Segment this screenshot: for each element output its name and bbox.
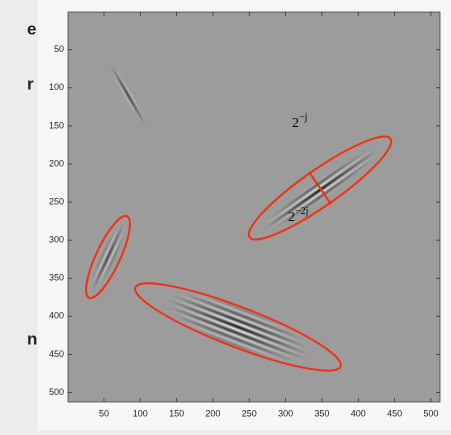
- annotation: 2−2j: [288, 206, 308, 225]
- annotation-exponent: −j: [299, 112, 307, 123]
- slide-text-fragment: r: [27, 74, 34, 93]
- highlight-ellipse: [134, 282, 342, 372]
- highlight-ellipse: [85, 214, 131, 300]
- y-tick-label: 350: [49, 273, 64, 283]
- y-tick-label: 100: [49, 82, 64, 92]
- x-tick-label: 400: [351, 408, 366, 418]
- x-tick-label: 100: [133, 408, 148, 418]
- y-tick-label: 50: [54, 44, 64, 54]
- y-tick-label: 500: [49, 387, 64, 397]
- annotation: 2−j: [292, 112, 307, 131]
- y-tick-label: 150: [49, 120, 64, 130]
- wavelets: [84, 62, 384, 375]
- x-tick-label: 500: [423, 408, 438, 418]
- wavelet: [84, 219, 132, 295]
- y-tick-label: 200: [49, 158, 64, 168]
- x-tick-label: 200: [205, 408, 220, 418]
- x-tick-label: 350: [314, 408, 329, 418]
- slide-text-fragment: n: [27, 329, 37, 348]
- x-tick-label: 300: [278, 408, 293, 418]
- wavelet: [256, 141, 384, 239]
- x-tick-label: 50: [99, 408, 109, 418]
- width-marker: [308, 171, 332, 205]
- wavelet: [160, 279, 316, 375]
- axes: 50 100 150 200 250 300 350 400 450 500 50 100 150 200…: [49, 12, 440, 418]
- slide-text: e r n: [27, 19, 37, 348]
- slide-text-fragment: e: [27, 19, 36, 38]
- highlights: [85, 135, 393, 372]
- y-tick-label: 400: [49, 311, 64, 321]
- x-tick-label: 450: [387, 408, 402, 418]
- y-tick-label: 250: [49, 196, 64, 206]
- x-tick-label: 150: [169, 408, 184, 418]
- x-tick-label: 250: [242, 408, 257, 418]
- wavelet: [106, 62, 150, 128]
- y-tick-label: 300: [49, 235, 64, 245]
- annotation-exponent: −2j: [295, 206, 308, 217]
- annotation-base: 2: [288, 210, 295, 225]
- y-tick-label: 450: [49, 349, 64, 359]
- annotation-base: 2: [292, 116, 299, 131]
